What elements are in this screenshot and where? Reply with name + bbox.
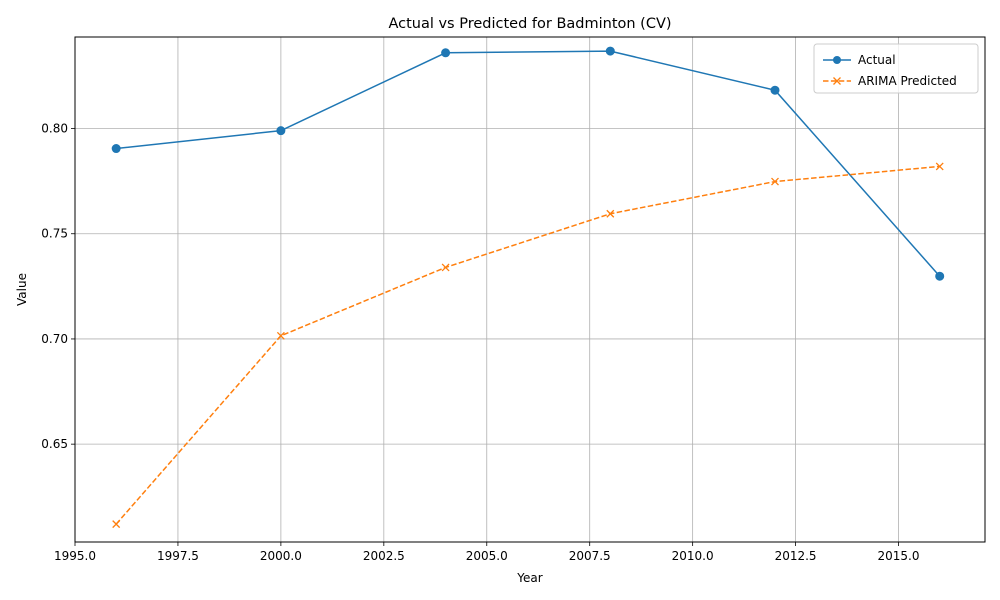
data-point <box>770 85 780 95</box>
x-tick-label: 2002.5 <box>363 549 405 563</box>
data-point <box>276 126 286 136</box>
legend-label: Actual <box>858 53 896 67</box>
legend-box <box>813 43 979 94</box>
x-tick-label: 2010.0 <box>672 549 714 563</box>
y-tick-label: 0.70 <box>41 332 68 346</box>
x-tick-label: 2015.0 <box>878 549 920 563</box>
legend: Actual ARIMA Predicted <box>813 43 979 94</box>
x-tick-label: 1997.5 <box>157 549 199 563</box>
x-tick-label: 2007.5 <box>569 549 611 563</box>
x-axis-ticks: 1995.0 1997.5 2000.0 2002.5 2005.0 2007.5 2010… <box>54 542 920 563</box>
grid-lines <box>74 37 985 542</box>
y-tick-label: 0.75 <box>41 227 68 241</box>
x-tick-label: 2005.0 <box>466 549 508 563</box>
data-point <box>276 331 285 340</box>
legend-marker <box>833 77 841 85</box>
data-point <box>771 177 779 186</box>
data-point <box>935 162 944 171</box>
y-axis-ticks: 0.65 0.70 0.75 0.80 <box>41 122 75 451</box>
series-layer <box>111 46 945 529</box>
series-line-actual <box>116 50 941 277</box>
chart-title: Actual vs Predicted for Badminton (CV) <box>388 16 671 32</box>
data-point <box>441 48 451 58</box>
legend-label: ARIMA Predicted <box>858 74 957 88</box>
series-arima-predicted <box>112 162 944 529</box>
data-point <box>935 271 945 281</box>
legend-marker <box>833 56 841 64</box>
data-point <box>112 520 121 529</box>
x-axis-label: Year <box>516 571 542 585</box>
series-actual <box>111 46 945 281</box>
data-point <box>606 209 615 218</box>
series-line-arima-predicted <box>115 165 940 525</box>
y-tick-label: 0.65 <box>41 437 68 451</box>
x-tick-label: 1995.0 <box>54 549 96 563</box>
data-point <box>441 263 450 272</box>
data-point <box>605 46 615 56</box>
x-tick-label: 2012.5 <box>775 549 817 563</box>
y-axis-label: Value <box>15 273 29 306</box>
data-point <box>111 144 121 154</box>
plot-area-frame <box>74 36 986 543</box>
y-tick-label: 0.80 <box>41 122 68 136</box>
x-tick-label: 2000.0 <box>260 549 302 563</box>
